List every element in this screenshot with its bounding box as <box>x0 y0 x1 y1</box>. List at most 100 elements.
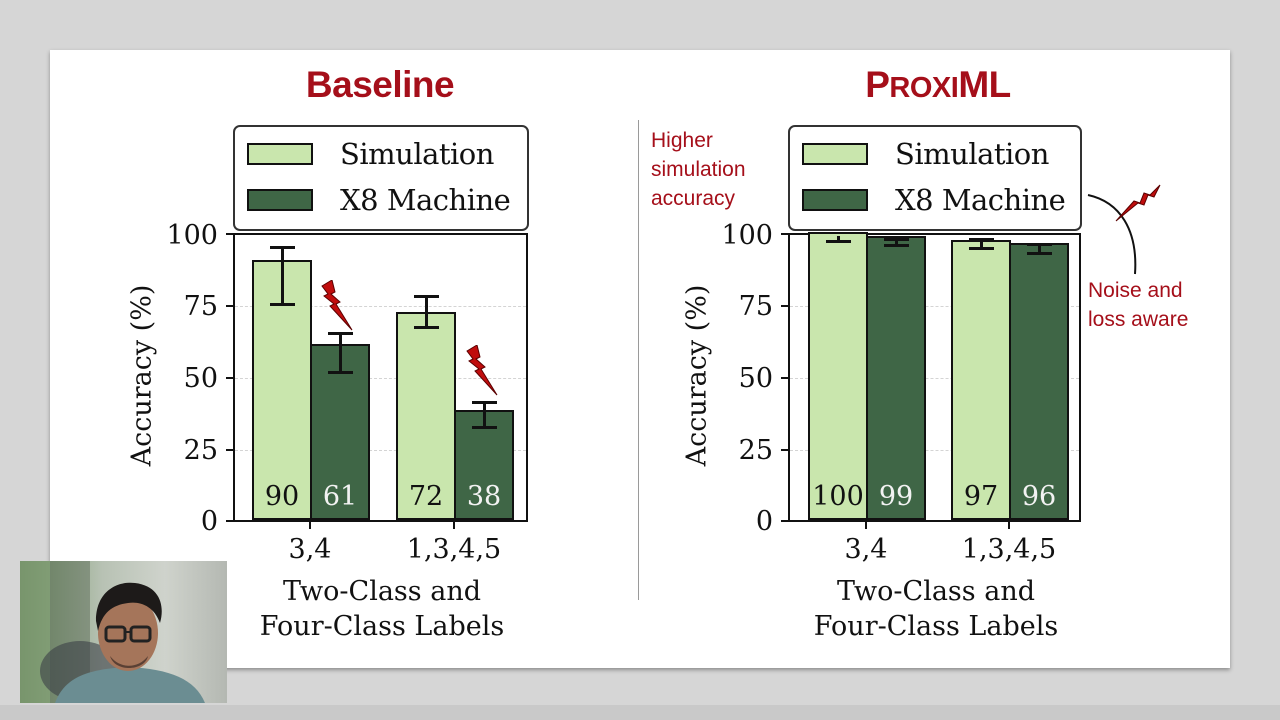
bar-value: 90 <box>264 481 300 512</box>
error-cap <box>270 303 295 306</box>
annotation-line: loss aware <box>1088 308 1189 331</box>
bar-simulation-1-3-4-5: 72 <box>396 312 456 520</box>
gridline-25 <box>235 450 526 451</box>
lightning-bolt-icon <box>1115 184 1161 222</box>
bar-value: 96 <box>1021 481 1057 512</box>
title-part: P <box>865 64 890 105</box>
legend-label: Simulation <box>895 137 1049 171</box>
y-axis-title: Accuracy (%) <box>681 284 713 467</box>
left-legend: Simulation X8 Machine <box>233 125 529 231</box>
x-tick <box>453 521 455 529</box>
gridline-75 <box>235 306 526 307</box>
x-category-label: 1,3,4,5 <box>961 534 1057 565</box>
y-tick-label: 100 <box>721 220 773 251</box>
left-chart-title: Baseline <box>305 64 455 105</box>
y-tick <box>226 377 234 379</box>
gridline-25 <box>790 450 1079 451</box>
bar-value: 61 <box>322 481 358 512</box>
bar-value: 99 <box>878 481 914 512</box>
error-cap <box>270 246 295 249</box>
x-tick <box>865 521 867 529</box>
bar-value: 72 <box>408 481 444 512</box>
y-tick <box>226 520 234 522</box>
x-axis-title-line: Four-Class Labels <box>813 611 1059 642</box>
error-cap <box>472 426 497 429</box>
lightning-bolt-icon <box>321 280 353 331</box>
error-cap <box>472 401 497 404</box>
right-plot-area: 100 99 97 96 <box>788 232 1081 522</box>
bar-simulation-3-4: 100 <box>808 232 868 520</box>
x-axis-title-line: Four-Class Labels <box>259 611 505 642</box>
panel-divider <box>638 120 639 600</box>
legend-label: X8 Machine <box>895 183 1066 217</box>
error-cap <box>328 371 353 374</box>
error-cap <box>969 247 994 250</box>
annotation-line: Higher <box>651 129 713 152</box>
gridline-50 <box>790 378 1079 379</box>
bar-value: 97 <box>963 481 999 512</box>
bar-simulation-1-3-4-5: 97 <box>951 240 1011 520</box>
x-tick <box>309 521 311 529</box>
error-cap <box>884 238 909 241</box>
y-tick <box>781 377 789 379</box>
x-axis-title-line: Two-Class and <box>837 576 1035 607</box>
annotation-noise-loss-aware: Noise and loss aware <box>1088 276 1188 334</box>
legend-swatch-simulation <box>247 143 313 165</box>
x-category-label: 3,4 <box>288 534 332 565</box>
y-tick-label: 50 <box>183 363 218 394</box>
y-tick-label: 100 <box>166 220 218 251</box>
x-tick <box>1008 521 1010 529</box>
error-bar <box>425 295 428 327</box>
legend-swatch-simulation <box>802 143 868 165</box>
annotation-higher-simulation-accuracy: Higher simulation accuracy <box>651 126 746 213</box>
right-chart-title: PROXIML <box>788 64 1088 106</box>
y-tick <box>226 233 234 235</box>
legend-swatch-x8-machine <box>802 189 868 211</box>
y-tick-label: 75 <box>738 291 773 322</box>
y-tick-label: 25 <box>738 435 773 466</box>
x-axis-title-line: Two-Class and <box>283 576 481 607</box>
error-cap <box>884 244 909 247</box>
legend-item-x8-machine: X8 Machine <box>247 183 511 217</box>
lightning-bolt-icon <box>466 345 498 396</box>
error-cap <box>1027 252 1052 255</box>
title-part: ROXI <box>889 72 959 104</box>
gridline-50 <box>235 378 526 379</box>
legend-label: Simulation <box>340 137 494 171</box>
error-bar <box>483 401 486 427</box>
error-cap <box>414 295 439 298</box>
bar-x8-1-3-4-5: 96 <box>1009 243 1069 520</box>
legend-swatch-x8-machine <box>247 189 313 211</box>
legend-item-simulation: Simulation <box>247 137 494 171</box>
annotation-line: simulation <box>651 158 746 181</box>
error-bar <box>837 236 840 241</box>
error-bar <box>980 238 983 248</box>
y-tick-label: 25 <box>183 435 218 466</box>
bar-x8-3-4: 99 <box>866 236 926 520</box>
y-tick-label: 0 <box>755 506 773 537</box>
title-part: ML <box>958 64 1011 105</box>
error-cap <box>1027 243 1052 246</box>
y-tick <box>781 520 789 522</box>
presenter-webcam-video <box>20 561 227 703</box>
y-tick-label: 0 <box>200 506 218 537</box>
y-tick <box>226 305 234 307</box>
x-category-label: 1,3,4,5 <box>406 534 502 565</box>
legend-item-simulation: Simulation <box>802 137 1049 171</box>
presenter-silhouette <box>20 561 205 703</box>
bar-value: 100 <box>812 481 864 512</box>
error-cap <box>969 238 994 241</box>
error-bar <box>1038 243 1041 253</box>
gridline-75 <box>790 306 1079 307</box>
error-bar <box>281 246 284 304</box>
x-axis-title: Two-Class and Four-Class Labels <box>232 574 532 644</box>
error-bar <box>895 238 898 245</box>
error-cap <box>826 240 851 243</box>
y-tick <box>781 305 789 307</box>
annotation-line: accuracy <box>651 187 736 210</box>
error-cap <box>328 332 353 335</box>
y-tick <box>226 449 234 451</box>
error-cap <box>414 326 439 329</box>
error-bar <box>339 332 342 372</box>
left-plot-area: 90 61 72 38 <box>233 233 528 522</box>
